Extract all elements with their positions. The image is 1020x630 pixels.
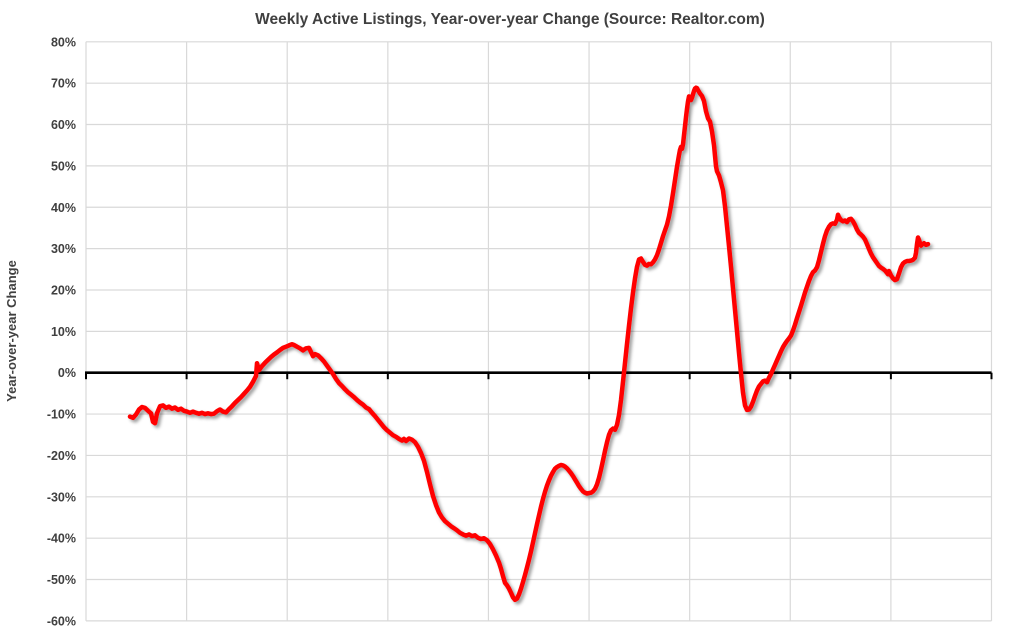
y-axis-title: Year-over-year Change: [4, 260, 19, 402]
vertical-gridlines: [85, 41, 993, 621]
y-tick-label: 60%: [51, 118, 76, 132]
y-tick-label: -60%: [47, 614, 76, 628]
y-tick-label: 30%: [51, 242, 76, 256]
y-tick-label: 40%: [51, 201, 76, 215]
y-tick-label: 80%: [51, 35, 76, 49]
series-line: [127, 85, 931, 603]
y-tick-label: 50%: [51, 159, 76, 173]
y-tick-label: -20%: [47, 449, 76, 463]
y-tick-label: 0%: [58, 366, 76, 380]
y-tick-label: 70%: [51, 77, 76, 91]
y-tick-label: -30%: [47, 490, 76, 504]
y-tick-label: 20%: [51, 283, 76, 297]
zero-axis: [85, 371, 993, 380]
chart-title: Weekly Active Listings, Year-over-year C…: [255, 11, 765, 28]
horizontal-gridlines: [86, 41, 992, 622]
series-group: [127, 85, 931, 603]
y-tick-label: 10%: [51, 325, 76, 339]
y-tick-label: -50%: [47, 573, 76, 587]
y-tick-label: -40%: [47, 532, 76, 546]
y-tick-label: -10%: [47, 408, 76, 422]
y-tick-labels: 80% 70% 60% 50% 40% 30% 20% 10% 0% -10% -20% -30% -4…: [47, 35, 76, 628]
